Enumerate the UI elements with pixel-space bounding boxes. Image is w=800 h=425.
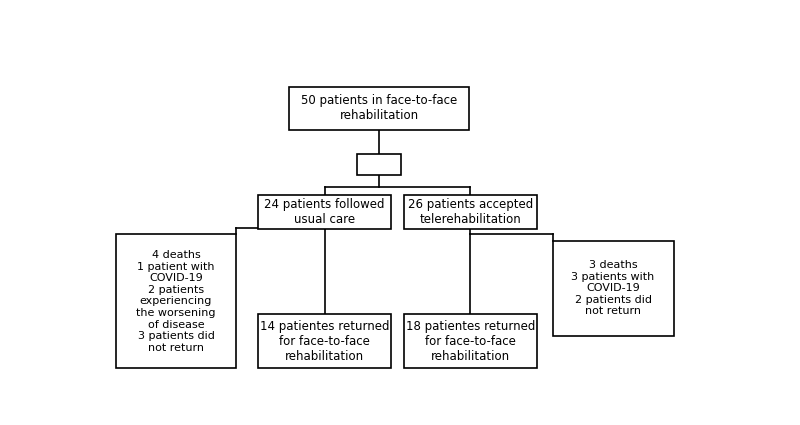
FancyBboxPatch shape xyxy=(258,195,391,230)
Text: 50 patients in face-to-face
rehabilitation: 50 patients in face-to-face rehabilitati… xyxy=(301,94,457,122)
Text: 18 patientes returned
for face-to-face
rehabilitation: 18 patientes returned for face-to-face r… xyxy=(406,320,535,363)
Text: 3 deaths
3 patients with
COVID-19
2 patients did
not return: 3 deaths 3 patients with COVID-19 2 pati… xyxy=(571,260,654,317)
Text: 14 patientes returned
for face-to-face
rehabilitation: 14 patientes returned for face-to-face r… xyxy=(260,320,390,363)
FancyBboxPatch shape xyxy=(115,234,237,368)
FancyBboxPatch shape xyxy=(404,195,537,230)
FancyBboxPatch shape xyxy=(289,87,469,130)
FancyBboxPatch shape xyxy=(358,154,401,176)
FancyBboxPatch shape xyxy=(258,314,391,368)
Text: 4 deaths
1 patient with
COVID-19
2 patients
experiencing
the worsening
of diseas: 4 deaths 1 patient with COVID-19 2 patie… xyxy=(136,250,216,353)
FancyBboxPatch shape xyxy=(404,314,537,368)
FancyBboxPatch shape xyxy=(553,241,674,336)
Text: 26 patients accepted
telerehabilitation: 26 patients accepted telerehabilitation xyxy=(408,198,533,226)
Text: 24 patients followed
usual care: 24 patients followed usual care xyxy=(265,198,385,226)
